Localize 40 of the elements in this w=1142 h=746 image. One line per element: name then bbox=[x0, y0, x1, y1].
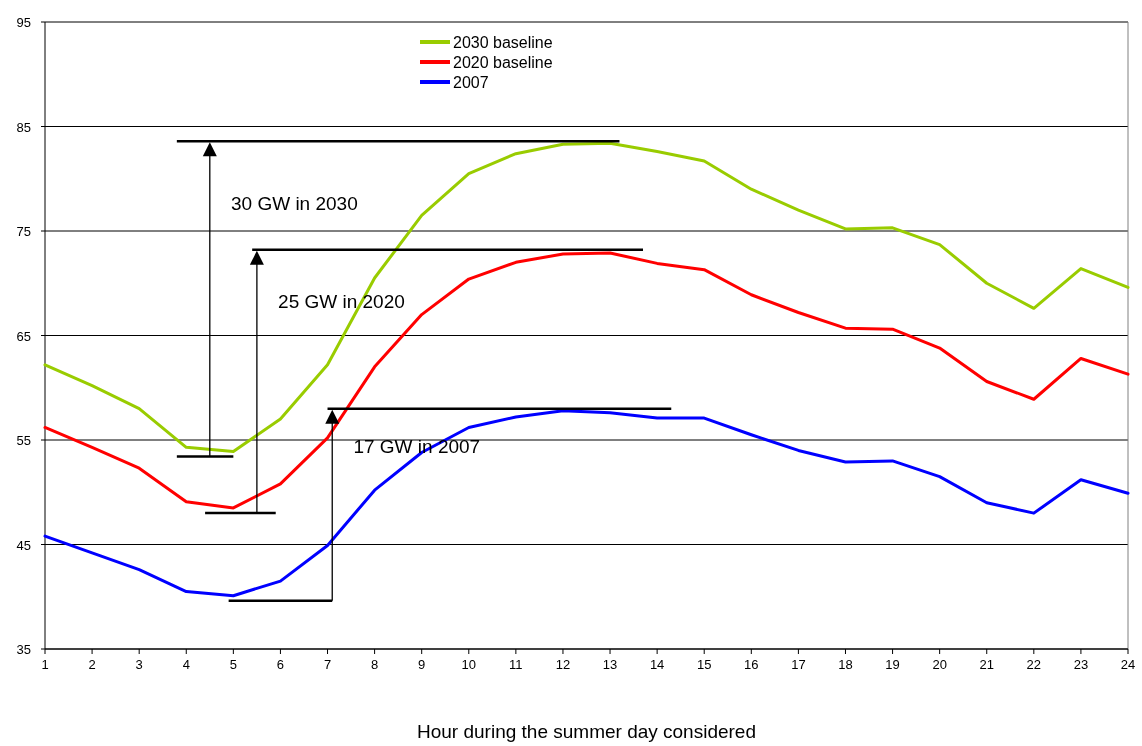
x-axis-title: Hour during the summer day considered bbox=[416, 721, 757, 742]
x-tick-label: 11 bbox=[509, 657, 523, 672]
x-tick-label: 16 bbox=[744, 657, 759, 672]
x-tick-label: 17 bbox=[791, 657, 806, 672]
y-tick-label: 65 bbox=[16, 328, 31, 344]
x-tick-label: 10 bbox=[461, 657, 477, 672]
x-tick-label: 1 bbox=[41, 657, 49, 672]
x-tick-label: 22 bbox=[1026, 657, 1042, 672]
x-tick-label: 3 bbox=[135, 657, 143, 672]
x-tick-label: 12 bbox=[555, 657, 571, 672]
y-tick-label: 55 bbox=[16, 433, 31, 448]
x-tick-label: 2 bbox=[88, 657, 96, 672]
x-tick-label: 7 bbox=[323, 657, 332, 672]
x-tick-label: 23 bbox=[1073, 657, 1089, 672]
x-tick-label: 5 bbox=[229, 657, 237, 672]
legend-label: 2007 bbox=[453, 74, 489, 91]
x-tick-label: 8 bbox=[370, 657, 379, 672]
line-series bbox=[43, 409, 1130, 598]
x-tick-label: 15 bbox=[696, 657, 712, 672]
y-tick-label: 35 bbox=[16, 642, 31, 657]
x-tick-label: 4 bbox=[182, 657, 190, 672]
x-tick-label: 13 bbox=[602, 657, 618, 672]
annotation: 25 GW in 2020 bbox=[278, 291, 405, 313]
x-tick-label: 21 bbox=[979, 657, 994, 672]
x-tick-label: 18 bbox=[838, 657, 853, 672]
x-tick-label: 6 bbox=[276, 657, 285, 672]
y-tick-label: 95 bbox=[16, 15, 31, 30]
legend-label: 2020 baseline bbox=[453, 54, 553, 71]
x-tick-label: 20 bbox=[932, 657, 947, 672]
annotation: 30 GW in 2030 bbox=[230, 193, 358, 215]
y-tick-label: 85 bbox=[16, 119, 31, 135]
x-tick-label: 9 bbox=[418, 657, 426, 672]
y-tick-label: 45 bbox=[16, 537, 31, 553]
legend-label: 2030 baseline bbox=[453, 34, 553, 51]
x-tick-label: 24 bbox=[1120, 657, 1136, 672]
line-series bbox=[43, 251, 1130, 510]
line-series bbox=[43, 141, 1130, 453]
x-tick-label: 19 bbox=[885, 657, 900, 672]
x-tick-label: 14 bbox=[649, 657, 665, 672]
y-tick-label: 75 bbox=[16, 224, 31, 239]
